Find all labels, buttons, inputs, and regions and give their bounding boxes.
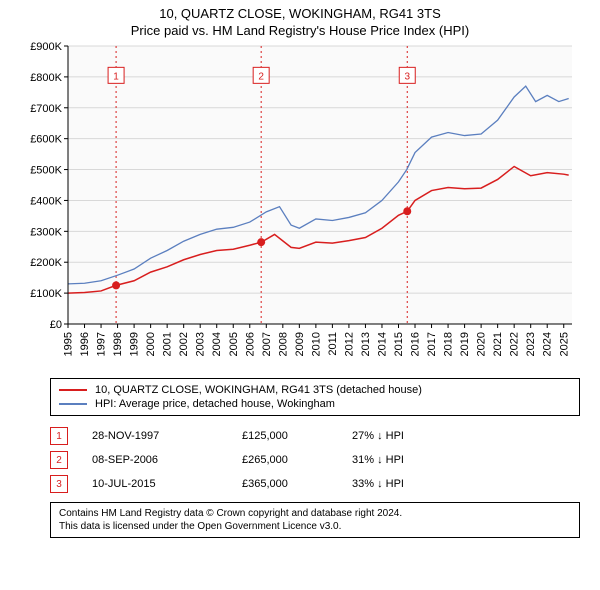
title-sub: Price paid vs. HM Land Registry's House … xyxy=(0,23,600,38)
title-main: 10, QUARTZ CLOSE, WOKINGHAM, RG41 3TS xyxy=(0,6,600,21)
sale-row: 1 28-NOV-1997£125,00027% ↓ HPI xyxy=(50,424,580,448)
svg-text:2006: 2006 xyxy=(244,332,256,356)
svg-text:1995: 1995 xyxy=(63,332,75,356)
footer-line: This data is licensed under the Open Gov… xyxy=(59,520,571,533)
svg-text:£0: £0 xyxy=(50,319,62,331)
svg-text:1: 1 xyxy=(113,71,119,82)
svg-text:2023: 2023 xyxy=(525,332,537,356)
sale-marker-box: 3 xyxy=(50,475,68,493)
legend-swatch xyxy=(59,389,87,391)
sale-price: £125,000 xyxy=(242,430,352,442)
svg-text:2011: 2011 xyxy=(327,332,339,356)
svg-text:2004: 2004 xyxy=(211,332,223,356)
svg-text:2008: 2008 xyxy=(277,332,289,356)
chart-area: £0 £100K £200K £300K £400K £500K £600K £700K £80… xyxy=(20,40,580,370)
sale-price: £365,000 xyxy=(242,478,352,490)
svg-text:£800K: £800K xyxy=(30,72,62,84)
svg-text:1996: 1996 xyxy=(79,332,91,356)
legend-row: HPI: Average price, detached house, Woki… xyxy=(59,397,571,411)
footer-line: Contains HM Land Registry data © Crown c… xyxy=(59,507,571,520)
sale-date: 10-JUL-2015 xyxy=(92,478,242,490)
svg-text:£600K: £600K xyxy=(30,134,62,146)
chart-titles: 10, QUARTZ CLOSE, WOKINGHAM, RG41 3TS Pr… xyxy=(0,0,600,40)
chart-svg: £0 £100K £200K £300K £400K £500K £600K £700K £80… xyxy=(20,40,580,370)
svg-text:2001: 2001 xyxy=(162,332,174,356)
svg-text:£900K: £900K xyxy=(30,41,62,53)
sale-row: 2 08-SEP-2006£265,00031% ↓ HPI xyxy=(50,448,580,472)
sale-price: £265,000 xyxy=(242,454,352,466)
svg-text:£200K: £200K xyxy=(30,257,62,269)
svg-text:2010: 2010 xyxy=(310,332,322,356)
footer-attribution: Contains HM Land Registry data © Crown c… xyxy=(50,502,580,538)
svg-text:2015: 2015 xyxy=(393,332,405,356)
svg-text:1998: 1998 xyxy=(112,332,124,356)
sale-row: 3 10-JUL-2015£365,00033% ↓ HPI xyxy=(50,472,580,496)
sale-date: 28-NOV-1997 xyxy=(92,430,242,442)
svg-text:2025: 2025 xyxy=(558,332,570,356)
sale-marker-box: 1 xyxy=(50,427,68,445)
sale-pct: 33% ↓ HPI xyxy=(352,478,462,490)
svg-text:2: 2 xyxy=(258,71,264,82)
svg-text:2016: 2016 xyxy=(410,332,422,356)
svg-text:1999: 1999 xyxy=(129,332,141,356)
sale-marker-box: 2 xyxy=(50,451,68,469)
sale-pct: 31% ↓ HPI xyxy=(352,454,462,466)
svg-text:2002: 2002 xyxy=(178,332,190,356)
svg-text:2000: 2000 xyxy=(145,332,157,356)
chart-container: { "title_main": "10, QUARTZ CLOSE, WOKIN… xyxy=(0,0,600,538)
svg-text:2018: 2018 xyxy=(443,332,455,356)
svg-text:2014: 2014 xyxy=(376,332,388,356)
svg-text:2005: 2005 xyxy=(228,332,240,356)
svg-text:2009: 2009 xyxy=(294,332,306,356)
svg-text:£700K: £700K xyxy=(30,103,62,115)
svg-text:3: 3 xyxy=(404,71,410,82)
svg-text:2013: 2013 xyxy=(360,332,372,356)
legend: 10, QUARTZ CLOSE, WOKINGHAM, RG41 3TS (d… xyxy=(50,378,580,416)
legend-label: HPI: Average price, detached house, Woki… xyxy=(95,398,335,410)
svg-text:£100K: £100K xyxy=(30,288,62,300)
svg-text:2022: 2022 xyxy=(509,332,521,356)
svg-text:2019: 2019 xyxy=(459,332,471,356)
svg-text:2003: 2003 xyxy=(195,332,207,356)
sales-table: 1 28-NOV-1997£125,00027% ↓ HPI 2 08-SEP-200… xyxy=(50,424,580,496)
legend-row: 10, QUARTZ CLOSE, WOKINGHAM, RG41 3TS (d… xyxy=(59,383,571,397)
svg-text:2024: 2024 xyxy=(542,332,554,356)
svg-text:£300K: £300K xyxy=(30,226,62,238)
svg-text:£500K: £500K xyxy=(30,165,62,177)
legend-swatch xyxy=(59,403,87,405)
legend-label: 10, QUARTZ CLOSE, WOKINGHAM, RG41 3TS (d… xyxy=(95,384,422,396)
svg-text:2020: 2020 xyxy=(476,332,488,356)
sale-pct: 27% ↓ HPI xyxy=(352,430,462,442)
svg-text:2012: 2012 xyxy=(343,332,355,356)
svg-text:2021: 2021 xyxy=(492,332,504,356)
svg-text:1997: 1997 xyxy=(96,332,108,356)
sale-date: 08-SEP-2006 xyxy=(92,454,242,466)
svg-text:£400K: £400K xyxy=(30,195,62,207)
svg-text:2017: 2017 xyxy=(426,332,438,356)
svg-text:2007: 2007 xyxy=(261,332,273,356)
